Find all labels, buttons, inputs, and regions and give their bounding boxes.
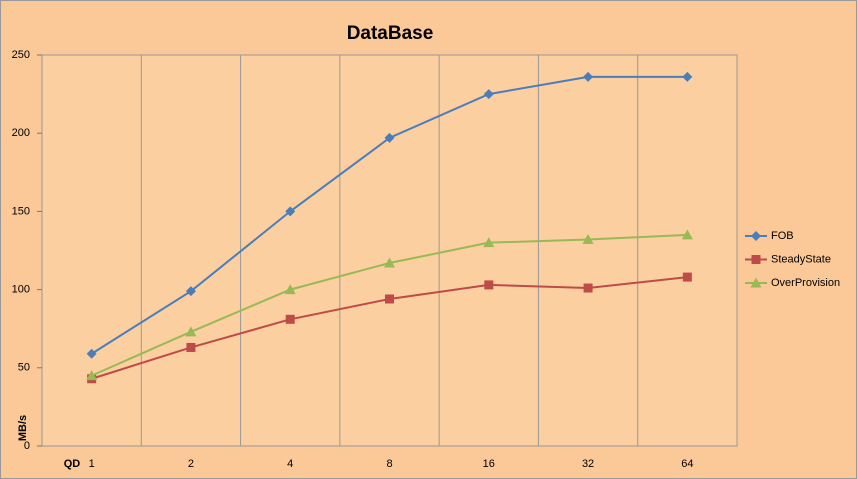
y-tick-label: 0 — [24, 440, 30, 452]
x-tick-label: 4 — [287, 458, 293, 470]
data-point — [385, 294, 394, 304]
data-point — [582, 234, 594, 245]
data-point — [86, 370, 98, 381]
data-point — [681, 229, 693, 240]
x-tick-label: 64 — [681, 458, 693, 470]
y-tick-label: 200 — [12, 127, 30, 139]
legend-label: SteadyState — [771, 253, 831, 265]
legend-marker — [750, 277, 762, 288]
data-point — [284, 284, 296, 295]
data-point — [384, 132, 395, 143]
legend-marker — [751, 255, 761, 264]
plot-area — [41, 54, 738, 447]
data-point — [384, 257, 395, 268]
legend-label: FOB — [771, 230, 794, 242]
y-tick-label: 100 — [12, 284, 30, 296]
data-point — [483, 237, 495, 248]
data-point — [682, 272, 692, 282]
y-axis-label: MB/s — [17, 415, 29, 441]
data-point — [583, 283, 593, 293]
x-tick-label: 1 — [89, 458, 95, 470]
x-tick-label: 32 — [582, 458, 594, 470]
x-tick-label: 16 — [483, 458, 495, 470]
x-axis-label: QD — [64, 458, 81, 470]
data-point — [484, 280, 494, 290]
data-point — [682, 71, 693, 82]
y-tick-label: 50 — [18, 362, 30, 374]
legend-label: OverProvision — [771, 277, 840, 289]
data-point — [483, 89, 494, 100]
data-point — [185, 286, 196, 297]
x-tick-label: 2 — [188, 458, 194, 470]
data-point — [285, 206, 296, 217]
y-tick-label: 250 — [12, 49, 30, 61]
data-point — [86, 348, 97, 359]
data-point — [185, 326, 197, 337]
x-tick-label: 8 — [386, 458, 392, 470]
data-point — [186, 342, 196, 352]
y-tick-label: 150 — [12, 205, 30, 217]
data-point — [583, 71, 594, 82]
chart-title: DataBase — [347, 23, 434, 44]
data-point — [285, 314, 295, 324]
legend-marker — [751, 231, 761, 241]
